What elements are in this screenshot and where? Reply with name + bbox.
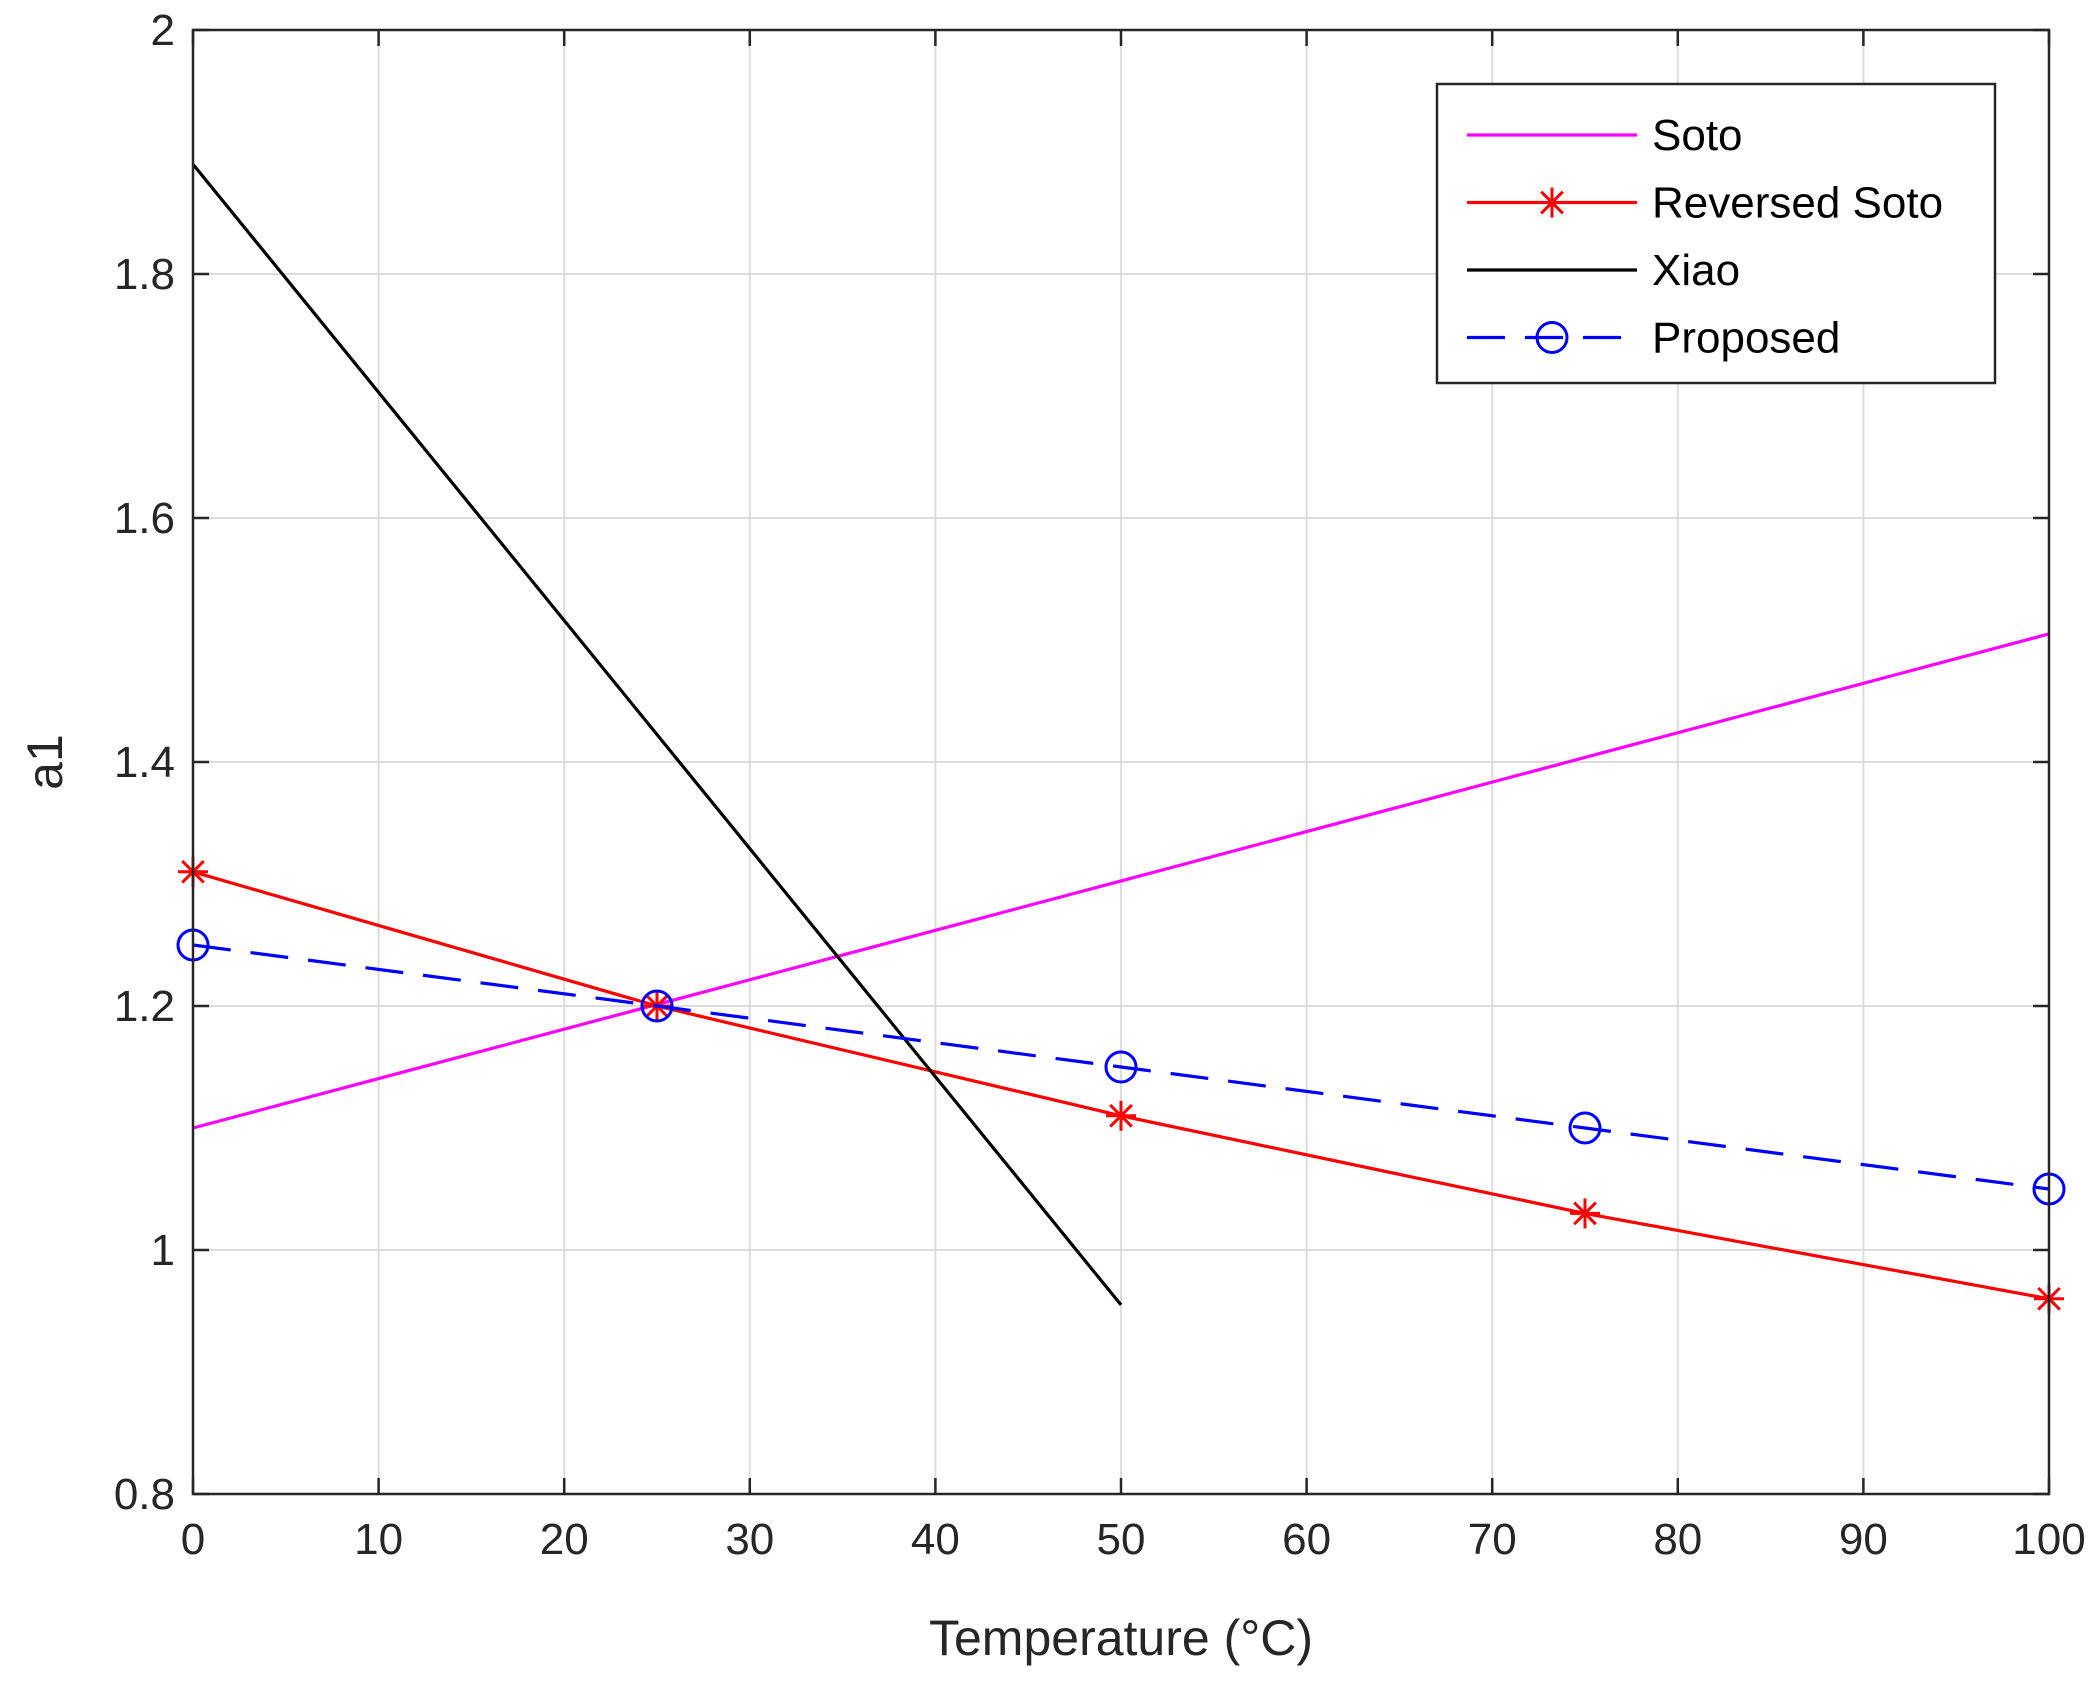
- x-tick-label: 60: [1282, 1515, 1331, 1564]
- x-tick-label: 20: [540, 1515, 589, 1564]
- legend-label-soto: Soto: [1652, 111, 1743, 160]
- x-tick-label: 30: [725, 1515, 774, 1564]
- x-tick-label: 50: [1097, 1515, 1146, 1564]
- x-tick-label: 80: [1653, 1515, 1702, 1564]
- x-tick-label: 0: [181, 1515, 205, 1564]
- legend-marker-reversed-soto: [1537, 187, 1567, 218]
- legend-entry-proposed: Proposed: [1467, 314, 1840, 363]
- y-tick-label: 1.4: [114, 738, 175, 787]
- y-tick-label: 1.2: [114, 982, 175, 1031]
- series-line-proposed: [192, 943, 2050, 1191]
- series-soto: [192, 632, 2050, 1130]
- legend-label-proposed: Proposed: [1652, 314, 1840, 363]
- data-point-reversed-soto: [1570, 1198, 1600, 1229]
- series-layer: [176, 163, 2066, 1314]
- y-tick-label: 1.6: [114, 494, 175, 543]
- tick-labels: 0 10 20 30 40 50 60 70 80 90 100 0.8 1 1.2 1.4 1.6 1.8 2: [114, 6, 2086, 1564]
- series-line-soto: [192, 632, 2050, 1130]
- legend-label-reversed-soto: Reversed Soto: [1652, 179, 1943, 228]
- x-tick-label: 90: [1839, 1515, 1888, 1564]
- x-tick-label: 10: [354, 1515, 403, 1564]
- x-tick-label: 100: [2012, 1515, 2085, 1564]
- data-point-reversed-soto: [1106, 1100, 1136, 1131]
- x-axis-label: Temperature (°C): [929, 1610, 1313, 1666]
- x-tick-label: 40: [911, 1515, 960, 1564]
- legend: Soto Reversed Soto Xiao Proposed: [1435, 82, 1997, 385]
- y-tick-label: 1.8: [114, 250, 175, 299]
- y-tick-label: 1: [151, 1226, 175, 1275]
- legend-entry-reversed-soto: Reversed Soto: [1467, 179, 1943, 228]
- y-axis-label: a1: [17, 734, 73, 790]
- y-tick-label: 0.8: [114, 1470, 175, 1519]
- series-xiao: [191, 163, 1123, 1306]
- y-tick-label: 2: [151, 6, 175, 55]
- legend-label-xiao: Xiao: [1652, 246, 1740, 295]
- axis-ticks: [191, 28, 2051, 1496]
- series-line-xiao: [191, 163, 1123, 1306]
- data-point-proposed: [640, 989, 674, 1023]
- legend-entry-xiao: Xiao: [1467, 246, 1740, 295]
- data-point-proposed: [1568, 1111, 1602, 1145]
- x-tick-label: 70: [1468, 1515, 1517, 1564]
- legend-entry-soto: Soto: [1467, 111, 1743, 160]
- data-point-proposed: [1104, 1050, 1138, 1084]
- legend-marker-proposed: [1535, 321, 1569, 354]
